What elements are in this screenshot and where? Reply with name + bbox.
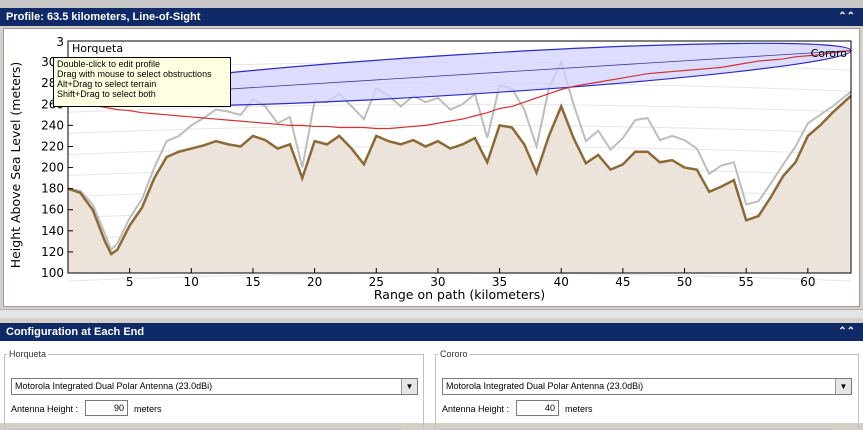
site-label-right: Cororo [811,47,848,60]
antenna-select-value: Motorola Integrated Dual Polar Antenna (… [15,381,213,391]
end-legend: Horqueta [9,349,47,359]
dropdown-arrow-icon[interactable]: ▼ [835,379,851,394]
antenna-height-label: Antenna Height : [442,404,510,414]
x-tick-label: 35 [492,275,507,289]
antenna-height-unit: meters [134,404,162,414]
tooltip-line: Double-click to edit profile [57,59,161,69]
dropdown-arrow-icon[interactable]: ▼ [401,379,417,394]
config-panel-title: Configuration at Each End [6,326,145,338]
profile-chart-svg[interactable]: 1001201401601802002202402602803003510152… [4,29,859,306]
profile-chart[interactable]: 1001201401601802002202402602803003510152… [3,28,860,307]
plot-frame [67,40,852,274]
x-tick-label: 5 [126,275,134,289]
config-area: Horqueta Motorola Integrated Dual Polar … [0,341,863,430]
antenna-height-input[interactable]: 90 [85,400,128,416]
obstruction-line [67,59,852,252]
tooltip-line: Alt+Drag to select terrain [57,79,157,89]
profile-panel-title: Profile: 63.5 kilometers, Line-of-Sight [6,11,201,23]
chart-tooltip: Double-click to edit profile Drag with m… [53,57,231,107]
tooltip-line: Drag with mouse to select obstructions [57,69,212,79]
antenna-height-unit: meters [565,404,593,414]
end-config-horqueta: Horqueta Motorola Integrated Dual Polar … [4,349,424,430]
y-tick-label: 100 [41,266,64,280]
y-tick-label: 3 [56,35,64,49]
antenna-select[interactable]: Motorola Integrated Dual Polar Antenna (… [442,378,852,395]
x-tick-label: 30 [430,275,445,289]
y-tick-label: 220 [41,139,64,153]
curved-gridline [67,103,852,113]
y-tick-label: 180 [41,182,64,196]
antenna-height-input[interactable]: 40 [516,400,559,416]
x-tick-label: 20 [307,275,322,289]
x-axis-label: Range on path (kilometers) [374,287,545,302]
site-label-left: Horqueta [72,42,123,55]
curved-gridline [67,124,852,134]
tooltip-line: Shift+Drag to select both [57,89,156,99]
y-tick-label: 200 [41,161,64,175]
antenna-height-label: Antenna Height : [11,404,79,414]
config-panel-header[interactable]: Configuration at Each End ⌃⌃ [0,323,863,341]
x-tick-label: 25 [369,275,384,289]
panel-divider[interactable] [0,309,863,318]
x-tick-label: 15 [245,275,260,289]
antenna-select[interactable]: Motorola Integrated Dual Polar Antenna (… [11,378,418,395]
path-profile-line [67,49,852,130]
end-legend: Cororo [440,349,468,359]
x-tick-label: 40 [554,275,569,289]
x-tick-label: 60 [800,275,815,289]
y-tick-label: 140 [41,224,64,238]
x-tick-label: 10 [184,275,199,289]
terrain-line [67,94,852,256]
x-tick-label: 45 [615,275,630,289]
y-axis-label: Height Above Sea Level (meters) [8,62,23,269]
x-tick-label: 50 [677,275,692,289]
y-tick-label: 160 [41,203,64,217]
antenna-select-value: Motorola Integrated Dual Polar Antenna (… [446,381,644,391]
y-tick-label: 240 [41,118,64,132]
chevron-up-double-icon[interactable]: ⌃⌃ [838,326,855,337]
end-config-cororo: Cororo Motorola Integrated Dual Polar An… [435,349,859,430]
y-tick-label: 120 [41,245,64,259]
chevron-up-double-icon[interactable]: ⌃⌃ [838,11,855,22]
profile-panel-header[interactable]: Profile: 63.5 kilometers, Line-of-Sight … [0,8,863,26]
x-tick-label: 55 [739,275,754,289]
